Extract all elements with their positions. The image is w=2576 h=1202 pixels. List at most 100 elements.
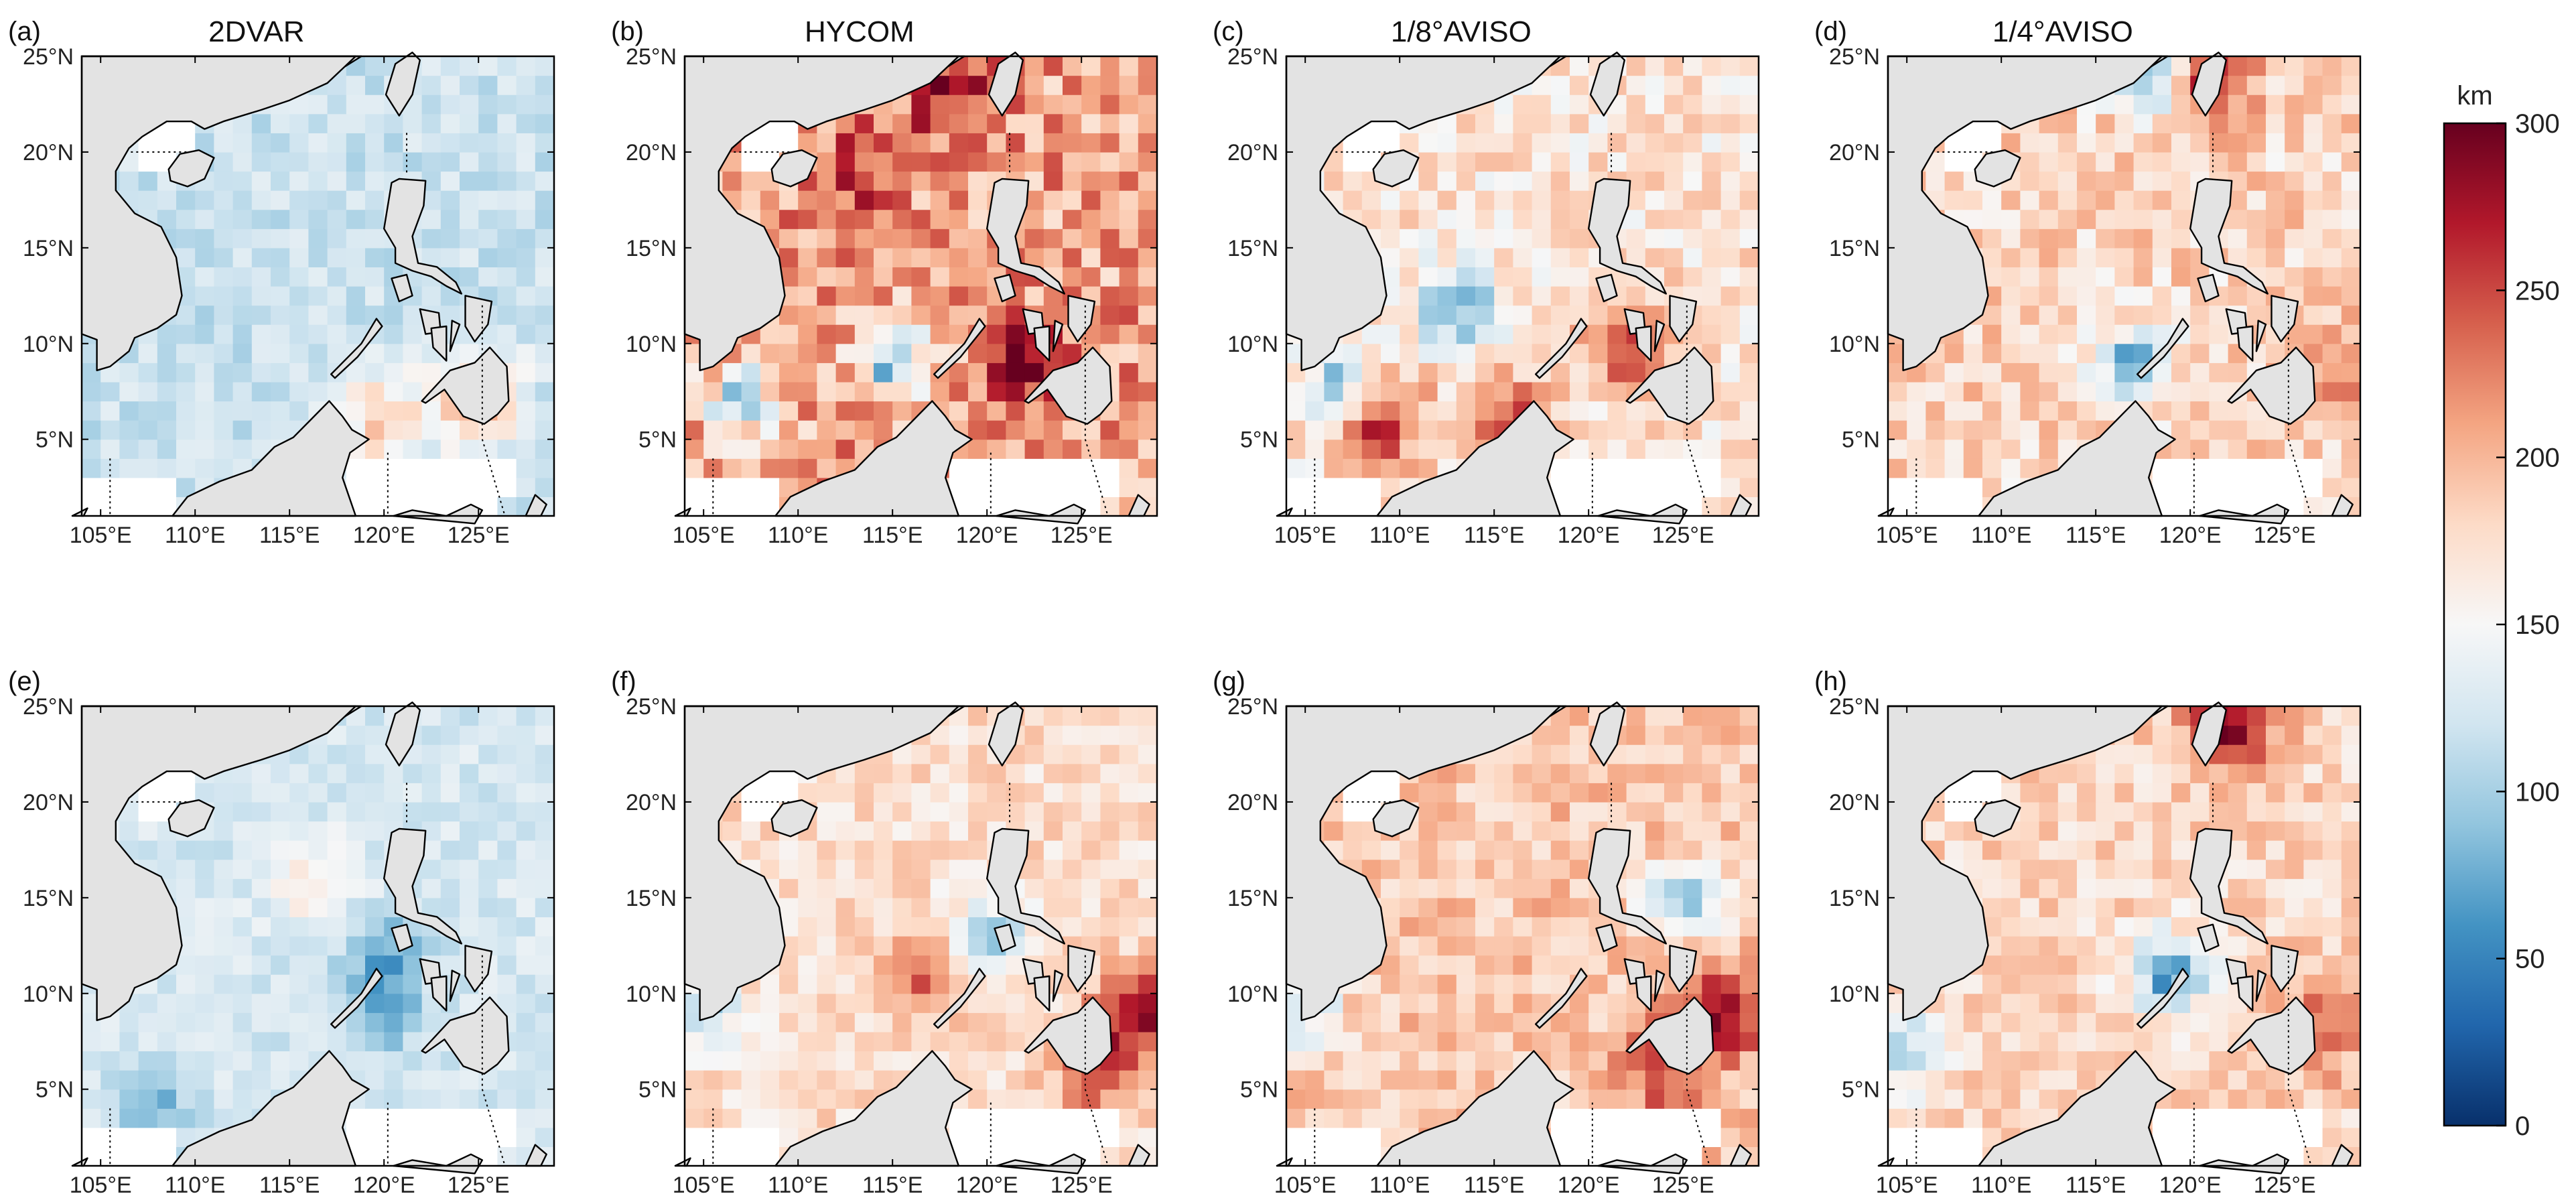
heatmap-cell (535, 1070, 555, 1090)
heatmap-cell (384, 401, 403, 421)
heatmap-cell (703, 420, 723, 440)
heatmap-cell (2228, 286, 2248, 306)
heatmap-cell (1043, 247, 1063, 268)
heatmap-cell (1081, 859, 1101, 879)
heatmap-cell (1739, 362, 1759, 383)
heatmap-cell (2341, 381, 2361, 402)
heatmap-cell (2246, 305, 2266, 325)
heatmap-cell (1475, 113, 1495, 133)
heatmap-cell (1138, 955, 1158, 975)
heatmap-cell (1532, 859, 1552, 879)
heatmap-cell (384, 151, 403, 172)
heatmap-cell (516, 133, 536, 153)
heatmap-cell (1683, 75, 1702, 95)
heatmap-cell (1702, 228, 1722, 249)
heatmap-cell (854, 821, 874, 841)
heatmap-cell (497, 247, 517, 268)
land-polygon (933, 318, 986, 379)
land-layer (71, 52, 547, 525)
heatmap-cell (1494, 878, 1513, 898)
heatmap-cell (892, 955, 912, 975)
heatmap-cell (2096, 133, 2115, 153)
heatmap-cell (1925, 1012, 1946, 1032)
heatmap-cell (1702, 75, 1722, 95)
heatmap-cell (497, 209, 517, 229)
heatmap-cell (930, 381, 950, 402)
heatmap-cell (403, 458, 423, 478)
heatmap-cell (1138, 94, 1158, 115)
heatmap-cell (1570, 1089, 1589, 1109)
heatmap-cell (930, 878, 950, 898)
heatmap-cell (2303, 1108, 2323, 1128)
y-tick-label: 10°N (626, 332, 677, 357)
heatmap-cell (2266, 94, 2285, 115)
heatmap-cell (2209, 955, 2229, 975)
heatmap-cell (2209, 1012, 2229, 1032)
heatmap-cell (1081, 1108, 1101, 1128)
heatmap-cell (346, 362, 366, 383)
heatmap-cell (2322, 878, 2342, 898)
heatmap-cell (874, 917, 893, 937)
heatmap-cell (1550, 859, 1570, 879)
heatmap-cell (2322, 133, 2342, 153)
heatmap-cell (1702, 209, 1722, 229)
heatmap-cell (760, 496, 780, 517)
heatmap-cell (685, 401, 704, 421)
heatmap-cell (2285, 151, 2304, 172)
land-layer (71, 702, 547, 1175)
heatmap-cell (1626, 801, 1646, 822)
heatmap-cell (138, 190, 158, 210)
x-tick-label: 105°E (1876, 523, 1938, 548)
heatmap-cell (1513, 974, 1533, 994)
heatmap-cell (478, 725, 498, 745)
panel-a: 105°E 110°E 115°E 120°E 125°E5°N10°N15°N20°N… (8, 15, 555, 548)
heatmap-cell (1683, 151, 1702, 172)
heatmap-cell (1437, 190, 1457, 210)
heatmap-cell (1570, 725, 1589, 745)
heatmap-cell (1006, 133, 1026, 153)
heatmap-cell (1456, 840, 1476, 860)
land-polygon (1635, 975, 1652, 1012)
heatmap-cell (516, 1051, 536, 1071)
heatmap-cell (138, 821, 158, 841)
heatmap-cell (1570, 1070, 1589, 1090)
heatmap-cell (2020, 420, 2040, 440)
heatmap-cell (232, 1051, 253, 1071)
heatmap-cell (365, 56, 385, 76)
heatmap-cell (2096, 324, 2115, 344)
land-polygon (994, 273, 1016, 303)
heatmap-cell (1100, 706, 1120, 726)
heatmap-cell (2171, 458, 2191, 478)
heatmap-cell (1550, 878, 1570, 898)
land-polygon (770, 149, 818, 188)
heatmap-cell (497, 744, 517, 764)
heatmap-cell (1513, 113, 1533, 133)
heatmap-cell (2209, 1127, 2229, 1148)
heatmap-cell (892, 267, 912, 287)
land-polygon (2191, 52, 2227, 117)
y-tick-label: 5°N (1240, 427, 1278, 453)
heatmap-cell (403, 1070, 423, 1090)
heatmap-cell (1381, 859, 1400, 879)
heatmap-cell (1418, 362, 1438, 383)
heatmap-cell (2228, 362, 2248, 383)
heatmap-cell (384, 1127, 403, 1148)
heatmap-cell (403, 113, 423, 133)
heatmap-cell (1361, 420, 1381, 440)
heatmap-cell (854, 801, 874, 822)
land-polygon (770, 799, 818, 838)
heatmap-cell (2020, 1051, 2040, 1071)
heatmap-cell (1720, 439, 1741, 459)
heatmap-cell (798, 324, 817, 344)
land-layer (1276, 702, 1752, 1175)
heatmap-cell (1720, 917, 1741, 937)
heatmap-cell (798, 917, 817, 937)
heatmap-cell (2171, 993, 2191, 1013)
heatmap-cell (1418, 1070, 1438, 1090)
heatmap-cell (2077, 878, 2096, 898)
heatmap-cell (1324, 1089, 1344, 1109)
heatmap-cell (874, 151, 893, 172)
heatmap-cell (1588, 1012, 1608, 1032)
heatmap-cell (1381, 343, 1400, 363)
heatmap-cell (1006, 151, 1026, 172)
